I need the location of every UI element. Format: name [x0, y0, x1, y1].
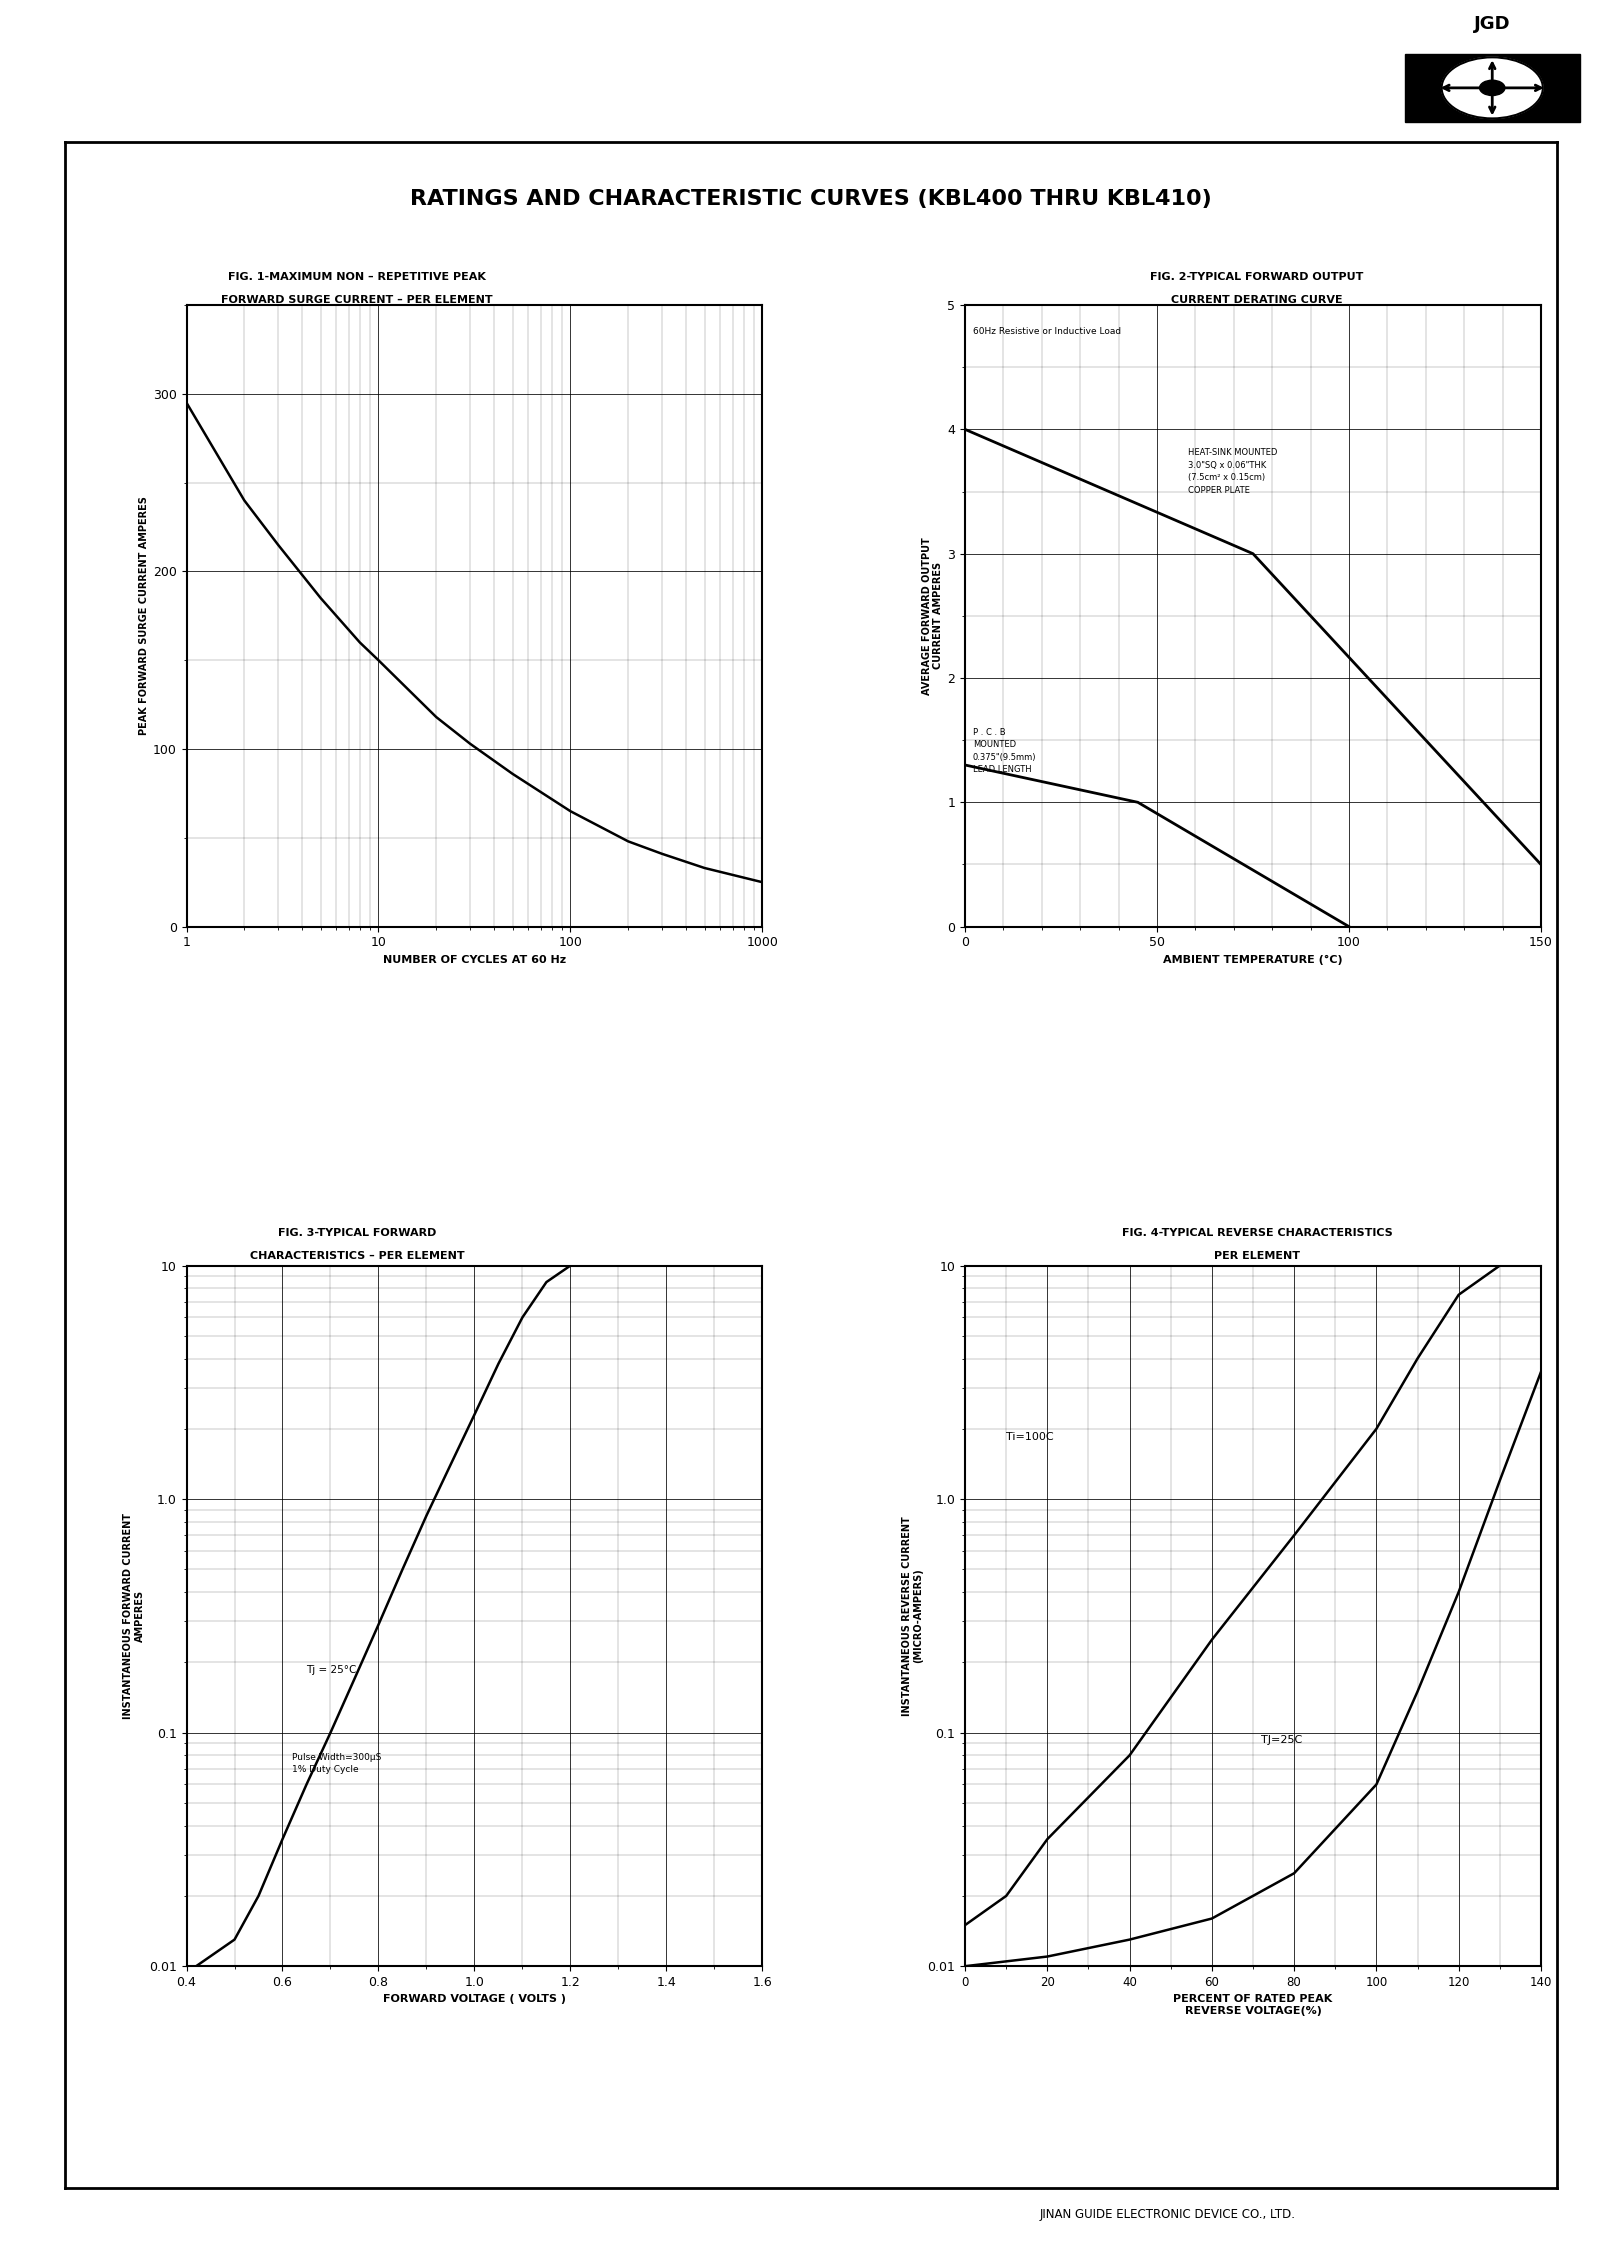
Text: FIG. 2-TYPICAL FORWARD OUTPUT: FIG. 2-TYPICAL FORWARD OUTPUT [1150, 271, 1364, 282]
Text: CURRENT DERATING CURVE: CURRENT DERATING CURVE [1171, 294, 1343, 305]
FancyBboxPatch shape [1405, 54, 1580, 122]
Text: 60Hz Resistive or Inductive Load: 60Hz Resistive or Inductive Load [973, 328, 1121, 337]
X-axis label: PERCENT OF RATED PEAK
REVERSE VOLTAGE(%): PERCENT OF RATED PEAK REVERSE VOLTAGE(%) [1173, 1996, 1333, 2016]
Text: JINAN GUIDE ELECTRONIC DEVICE CO., LTD.: JINAN GUIDE ELECTRONIC DEVICE CO., LTD. [1040, 2208, 1296, 2222]
Text: CHARACTERISTICS – PER ELEMENT: CHARACTERISTICS – PER ELEMENT [250, 1250, 464, 1261]
Text: FIG. 4-TYPICAL REVERSE CHARACTERISTICS: FIG. 4-TYPICAL REVERSE CHARACTERISTICS [1122, 1227, 1392, 1238]
X-axis label: AMBIENT TEMPERATURE (°C): AMBIENT TEMPERATURE (°C) [1163, 956, 1343, 965]
X-axis label: FORWARD VOLTAGE ( VOLTS ): FORWARD VOLTAGE ( VOLTS ) [383, 1996, 566, 2005]
Text: TJ=25C: TJ=25C [1262, 1736, 1302, 1745]
Y-axis label: INSTANTANEOUS REVERSE CURRENT
(MICRO-AMPERS): INSTANTANEOUS REVERSE CURRENT (MICRO-AMP… [902, 1516, 923, 1715]
Text: P . C . B
MOUNTED
0.375"(9.5mm)
LEAD LENGTH: P . C . B MOUNTED 0.375"(9.5mm) LEAD LEN… [973, 728, 1036, 775]
Y-axis label: PEAK FORWARD SURGE CURRENT AMPERES: PEAK FORWARD SURGE CURRENT AMPERES [139, 497, 149, 734]
Text: JGD: JGD [1474, 16, 1510, 34]
X-axis label: NUMBER OF CYCLES AT 60 Hz: NUMBER OF CYCLES AT 60 Hz [383, 956, 566, 965]
Text: FIG. 3-TYPICAL FORWARD: FIG. 3-TYPICAL FORWARD [277, 1227, 436, 1238]
Text: PER ELEMENT: PER ELEMENT [1213, 1250, 1301, 1261]
Y-axis label: AVERAGE FORWARD OUTPUT
CURRENT AMPERES: AVERAGE FORWARD OUTPUT CURRENT AMPERES [921, 538, 944, 694]
Text: Tj = 25°C: Tj = 25°C [307, 1666, 357, 1675]
Text: Pulse Width=300μS
1% Duty Cycle: Pulse Width=300μS 1% Duty Cycle [292, 1754, 381, 1774]
Text: FIG. 1-MAXIMUM NON – REPETITIVE PEAK: FIG. 1-MAXIMUM NON – REPETITIVE PEAK [229, 271, 485, 282]
Y-axis label: INSTANTANEOUS FORWARD CURRENT
AMPERES: INSTANTANEOUS FORWARD CURRENT AMPERES [123, 1512, 144, 1720]
Text: HEAT-SINK MOUNTED
3.0"SQ x 0.06"THK
(7.5cm² x 0.15cm)
COPPER PLATE: HEAT-SINK MOUNTED 3.0"SQ x 0.06"THK (7.5… [1187, 447, 1277, 495]
Text: RATINGS AND CHARACTERISTIC CURVES (KBL400 THRU KBL410): RATINGS AND CHARACTERISTIC CURVES (KBL40… [410, 190, 1212, 208]
Text: FORWARD SURGE CURRENT – PER ELEMENT: FORWARD SURGE CURRENT – PER ELEMENT [221, 294, 493, 305]
Circle shape [1442, 56, 1543, 118]
Circle shape [1479, 79, 1505, 95]
Text: Ti=100C: Ti=100C [1006, 1431, 1054, 1442]
